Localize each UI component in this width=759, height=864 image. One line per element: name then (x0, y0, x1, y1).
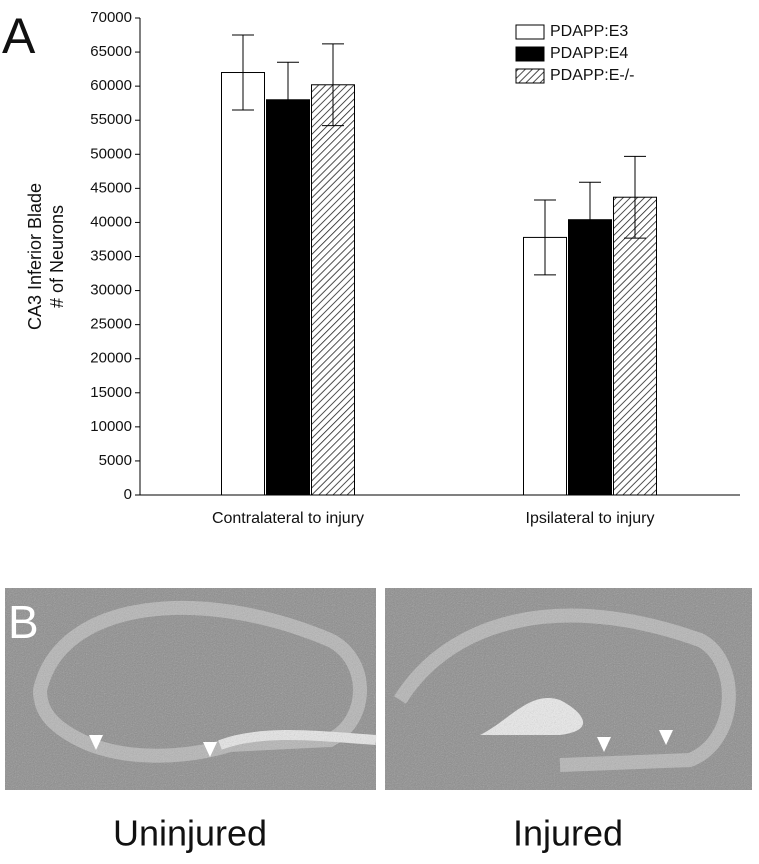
legend-label: PDAPP:E4 (550, 45, 628, 62)
bar (568, 219, 612, 496)
micrograph (385, 588, 752, 790)
y-tick-label: 55000 (90, 111, 132, 128)
legend-label: PDAPP:E-/- (550, 67, 634, 84)
image-caption: Injured (513, 813, 623, 854)
panel-label: A (2, 8, 36, 64)
error-bar (534, 199, 556, 276)
bar (523, 236, 567, 496)
error-bar (624, 155, 646, 239)
micrograph (5, 588, 377, 790)
bar (311, 84, 355, 496)
bar (221, 72, 265, 496)
error-bar (277, 61, 299, 138)
y-tick-label: 30000 (90, 282, 132, 299)
legend-swatch (515, 68, 545, 84)
y-tick-label: 65000 (90, 43, 132, 60)
y-tick-label: 45000 (90, 179, 132, 196)
y-tick-label: 70000 (90, 9, 132, 26)
y-tick-label: 40000 (90, 213, 132, 230)
error-bar (232, 34, 254, 111)
x-tick-label: Ipsilateral to injury (526, 510, 655, 527)
y-tick-label: 35000 (90, 247, 132, 264)
y-tick-label: 25000 (90, 316, 132, 333)
y-tick-label: 20000 (90, 350, 132, 367)
panel-label: B (8, 596, 39, 648)
y-axis-label: CA3 Inferior Blade (25, 183, 45, 330)
bar (266, 99, 310, 496)
y-tick-label: 60000 (90, 77, 132, 94)
legend-swatch (515, 24, 545, 40)
error-bar (579, 181, 601, 258)
image-caption: Uninjured (113, 813, 267, 854)
y-tick-label: 50000 (90, 145, 132, 162)
legend-label: PDAPP:E3 (550, 23, 628, 40)
x-tick-label: Contralateral to injury (212, 510, 364, 527)
bar (613, 196, 657, 496)
y-tick-label: 10000 (90, 418, 132, 435)
error-bar (322, 43, 344, 127)
legend-swatch (515, 46, 545, 62)
y-tick-label: 15000 (90, 384, 132, 401)
y-tick-label: 5000 (99, 452, 132, 469)
y-axis-label: # of Neurons (47, 205, 67, 308)
y-tick-label: 0 (124, 486, 132, 503)
